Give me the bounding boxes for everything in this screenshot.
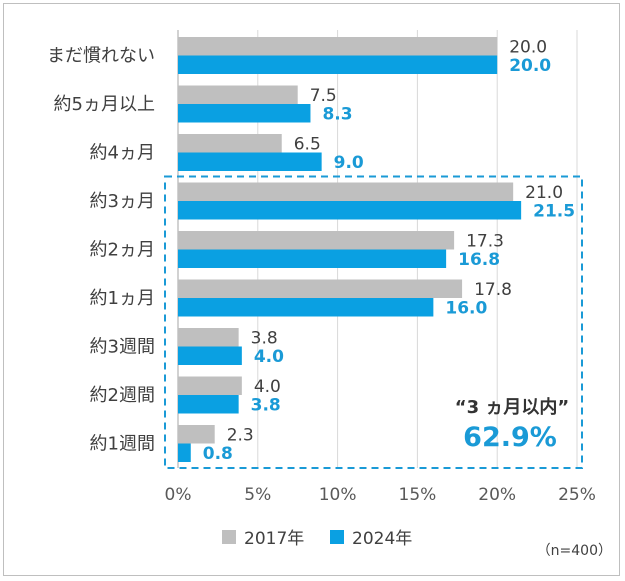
category-label: まだ慣れない [47, 46, 155, 67]
sample-size-note: （n=400） [537, 543, 612, 559]
data-label: 16.8 [458, 250, 500, 270]
category-label: 約1ヵ月 [90, 288, 155, 309]
category-label: 約3ヵ月 [90, 191, 155, 212]
bar [178, 152, 322, 171]
bar [178, 201, 522, 220]
bar [178, 134, 282, 153]
legend-label: 2024年 [352, 529, 412, 549]
data-label: 17.8 [474, 280, 512, 300]
x-tick-label: 25% [558, 485, 596, 505]
bar [178, 443, 191, 462]
x-tick-label: 20% [478, 485, 516, 505]
legend: 2017年 2024年 [222, 529, 412, 549]
legend-label: 2017年 [244, 529, 304, 549]
value-labels: 20.020.0 7.58.36.5 9.0 21.021.5 17.316.8 17.8… [203, 38, 575, 465]
legend-swatch [222, 530, 236, 544]
data-label: 4.0 [254, 347, 284, 367]
bar [178, 37, 498, 56]
bar [178, 346, 242, 365]
annotation-value: 62.9% [463, 422, 557, 453]
category-label: 約1週間 [90, 434, 155, 455]
bar [178, 376, 242, 395]
data-label: 16.0 [445, 299, 487, 319]
bar [178, 298, 434, 317]
category-label: 約3週間 [90, 337, 155, 358]
bar [178, 279, 463, 298]
data-label: 8.3 [322, 105, 352, 125]
data-label: 2.3 [227, 426, 254, 446]
data-label: 0.8 [203, 444, 233, 464]
bar [178, 231, 455, 250]
annotation-label: “3 ヵ月以内” [455, 396, 569, 418]
data-label: 20.0 [509, 56, 551, 76]
category-label: 約2週間 [90, 385, 155, 406]
x-tick-label: 10% [319, 485, 357, 505]
bar [178, 328, 239, 347]
x-tick-label: 5% [244, 485, 271, 505]
x-tick-labels: 0% 5% 10% 15% 20% 25% [165, 485, 596, 505]
bar [178, 182, 514, 201]
data-label: 4.0 [254, 377, 281, 397]
data-label: 9.0 [334, 153, 364, 173]
x-tick-label: 15% [399, 485, 437, 505]
bar [178, 55, 498, 74]
data-label: 6.5 [294, 135, 321, 155]
data-label: 3.8 [251, 329, 278, 349]
bars [178, 37, 522, 462]
data-label: 21.0 [525, 183, 563, 203]
x-tick-label: 0% [165, 485, 192, 505]
category-label: 約2ヵ月 [90, 240, 155, 261]
legend-swatch [330, 530, 344, 544]
data-label: 20.0 [509, 38, 547, 58]
bar [178, 85, 298, 104]
category-label: 約5ヵ月以上 [54, 94, 155, 115]
data-label: 3.8 [251, 396, 281, 416]
bar [178, 395, 239, 414]
data-label: 7.5 [310, 86, 337, 106]
category-label: 約4ヵ月 [90, 143, 155, 164]
data-label: 17.3 [466, 232, 504, 252]
bar [178, 425, 215, 444]
bar [178, 249, 447, 268]
data-label: 21.5 [533, 202, 575, 222]
highlight-box [164, 175, 583, 469]
bar [178, 104, 311, 123]
